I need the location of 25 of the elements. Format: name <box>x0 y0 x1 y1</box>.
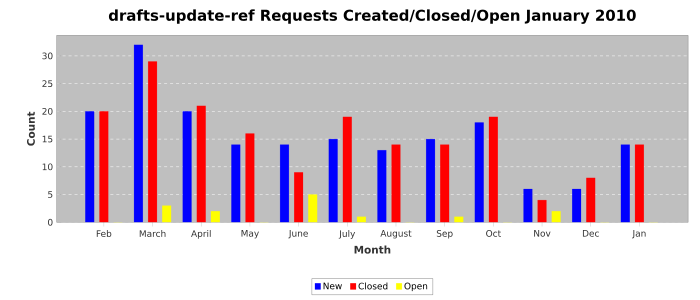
x-tick-label: Nov <box>534 230 551 237</box>
y-tick-label: 0 <box>48 218 53 226</box>
x-tick-label: June <box>288 230 308 238</box>
x-tick-label: August <box>380 230 412 238</box>
x-tick-label: Jan <box>632 230 646 238</box>
x-tick-label: Feb <box>96 230 112 237</box>
y-tick-label: 15 <box>42 136 52 142</box>
x-tick-label: Sep <box>436 230 453 238</box>
y-tick-label: 5 <box>48 191 52 198</box>
legend-label: New <box>324 282 342 290</box>
y-tick-label: 30 <box>42 52 53 60</box>
chart-title: drafts-update-ref Requests Created/Closed/Open January 2010 <box>108 9 636 24</box>
y-axis-title: Count <box>26 112 35 146</box>
y-tick-label: 10 <box>42 163 53 170</box>
x-tick-label: Dec <box>582 230 599 237</box>
x-tick-label: April <box>191 230 211 239</box>
y-tick-label: 20 <box>42 108 53 115</box>
legend-label: Closed <box>358 282 388 290</box>
x-axis-title: Month <box>354 245 390 254</box>
x-tick-label: July <box>338 230 356 239</box>
x-tick-label: Oct <box>486 230 501 237</box>
x-tick-label: March <box>140 230 166 237</box>
y-tick-label: 25 <box>42 80 52 87</box>
legend-label: Open <box>404 282 428 292</box>
x-tick-label: May <box>242 230 259 238</box>
